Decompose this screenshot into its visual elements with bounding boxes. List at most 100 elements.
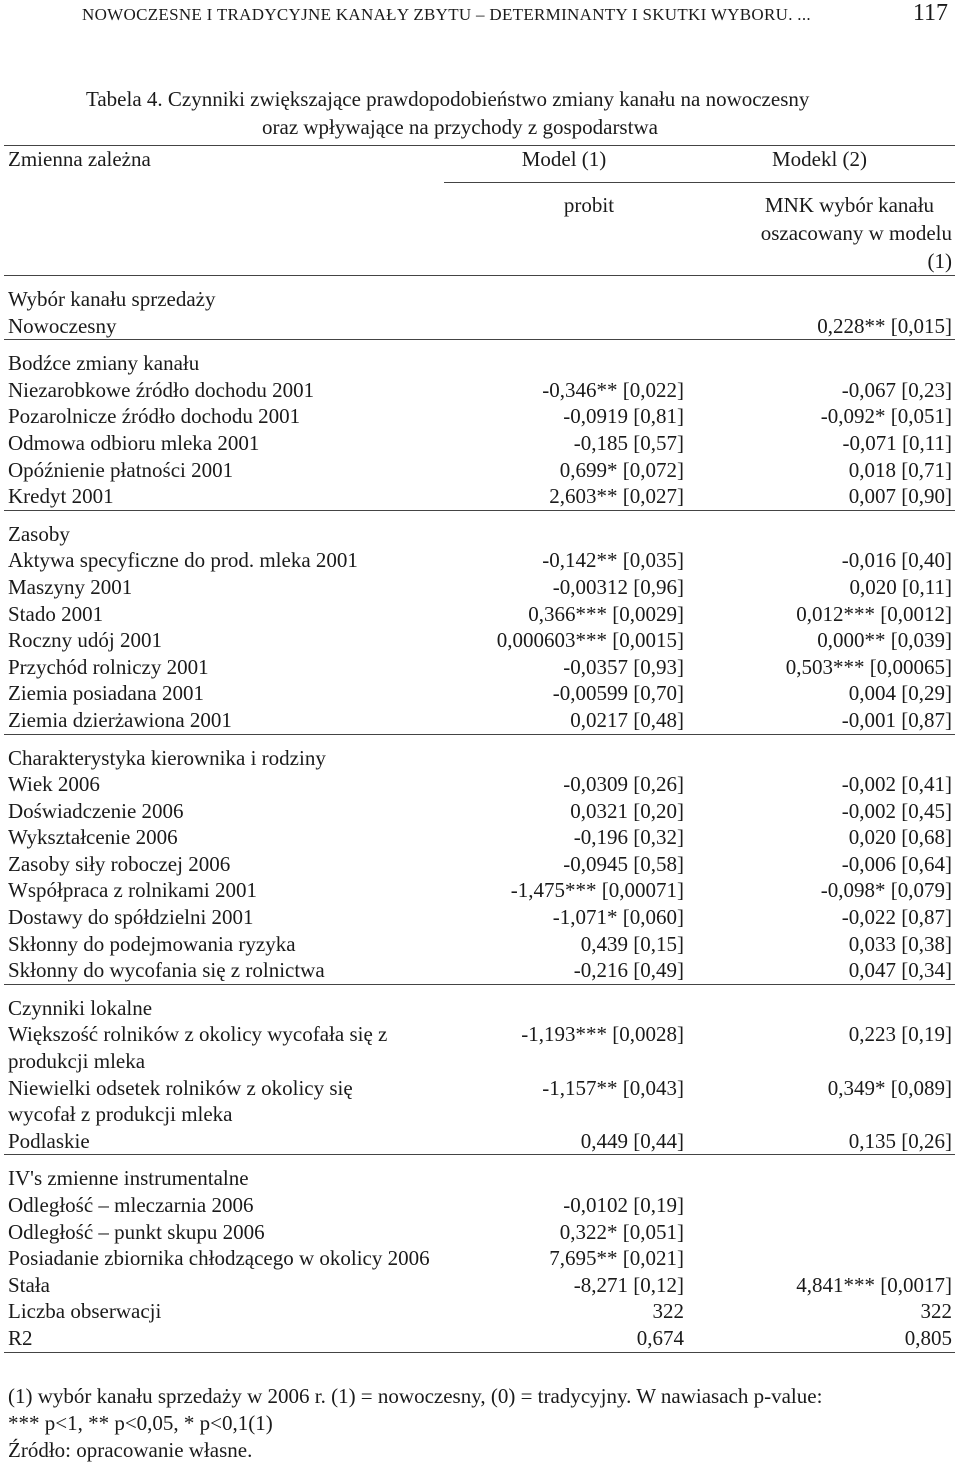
model-2-value: -0,006 [0,64] <box>841 851 952 876</box>
variable-label: Ziemia posiadana 2001 <box>8 681 204 706</box>
model-2-heading: Modekl (2) <box>684 145 955 183</box>
table-row: Przychód rolniczy 2001 -0,0357 [0,93] 0,50… <box>4 654 955 681</box>
model-1-value: 0,449 [0,44] <box>580 1128 684 1153</box>
footnotes: (1) wybór kanału sprzedaży w 2006 r. (1)… <box>8 1383 953 1464</box>
variable-label: Stała <box>8 1272 50 1297</box>
model-1-value: 0,439 [0,15] <box>580 931 684 956</box>
variable-label: Współpraca z rolnikami 2001 <box>8 878 258 903</box>
regression-table: Zmienna zależna Model (1) Modekl (2) pro… <box>4 145 955 1363</box>
table-row: R2 0,674 0,805 <box>4 1325 955 1352</box>
model-1-value: -0,0309 [0,26] <box>563 772 684 797</box>
model-1-value: -0,0357 [0,93] <box>563 654 684 679</box>
variable-label: Niezarobkowe źródło dochodu 2001 <box>8 377 315 402</box>
variable-label: Zasoby siły roboczej 2006 <box>8 851 231 876</box>
model-2-value: 0,033 [0,38] <box>848 931 952 956</box>
model-2-value: -0,067 [0,23] <box>841 377 952 402</box>
variable-label: Podlaskie <box>8 1128 90 1153</box>
dependent-variable-heading: Zmienna zależna <box>4 145 444 183</box>
variable-label: Dostawy do spółdzielni 2001 <box>8 905 254 930</box>
section-title: Czynniki lokalne <box>4 983 955 1022</box>
table-subheader-row: probit MNK wybór kanału oszacowany w mod… <box>4 183 955 276</box>
table-row: Stado 2001 0,366*** [0,0029] 0,012*** [0,0… <box>4 601 955 628</box>
model-2-value: 0,805 <box>904 1325 952 1350</box>
variable-label: Aktywa specyficzne do prod. mleka 2001 <box>8 548 358 573</box>
table-row: Maszyny 2001 -0,00312 [0,96] 0,020 [0,11] <box>4 574 955 601</box>
table-row: Dostawy do spółdzielni 2001 -1,071* [0,06… <box>4 904 955 931</box>
model-2-method-line-2: oszacowany w modelu (1) <box>760 221 952 273</box>
section-title-row: Charakterystyka kierownika i rodziny <box>4 733 955 772</box>
table-row: Nowoczesny 0,228** [0,015] <box>4 313 955 340</box>
table-row: Aktywa specyficzne do prod. mleka 2001 -0… <box>4 547 955 574</box>
model-1-value: -1,071* [0,060] <box>552 905 684 930</box>
table-row: Współpraca z rolnikami 2001 -1,475*** [0,… <box>4 877 955 904</box>
section-title-row: Bodźce zmiany kanału <box>4 339 955 377</box>
variable-label: Roczny udój 2001 <box>8 628 162 653</box>
model-1-heading: Model (1) <box>444 145 684 183</box>
table-row: Wykształcenie 2006 -0,196 [0,32] 0,020 [0,… <box>4 824 955 851</box>
model-1-value: -1,475*** [0,00071] <box>510 878 684 903</box>
section-title: Zasoby <box>4 509 955 548</box>
variable-label: Odległość – punkt skupu 2006 <box>8 1219 265 1244</box>
model-1-method: probit <box>563 193 615 217</box>
model-2-value: -0,016 [0,40] <box>841 548 952 573</box>
section-title-row: Czynniki lokalne <box>4 983 955 1022</box>
model-1-value: 0,000603*** [0,0015] <box>496 628 684 653</box>
section-title-row: Zasoby <box>4 509 955 548</box>
section-title-row: IV's zmienne instrumentalne <box>4 1154 955 1192</box>
model-1-value: -0,142** [0,035] <box>542 548 684 573</box>
model-1-value: -0,196 [0,32] <box>573 825 684 850</box>
model-1-value: 0,322* [0,051] <box>559 1219 684 1244</box>
model-2-value: 0,349* [0,089] <box>827 1075 952 1100</box>
model-2-value: 0,047 [0,34] <box>848 958 952 983</box>
model-1-value: -1,157** [0,043] <box>542 1075 684 1100</box>
table-row: Wiek 2006 -0,0309 [0,26] -0,002 [0,41] <box>4 771 955 798</box>
section-title: Charakterystyka kierownika i rodziny <box>4 733 955 772</box>
variable-label: Wiek 2006 <box>8 772 100 797</box>
table-row: Liczba obserwacji 322 322 <box>4 1298 955 1325</box>
model-2-value: -0,001 [0,87] <box>841 707 952 732</box>
table-row: Doświadczenie 2006 0,0321 [0,20] -0,002 [0… <box>4 798 955 825</box>
model-1-value: -0,346** [0,022] <box>542 377 684 402</box>
variable-label: Skłonny do wycofania się z rolnictwa <box>8 958 325 983</box>
table-row: Opóźnienie płatności 2001 0,699* [0,072] 0… <box>4 457 955 484</box>
model-2-value: -0,092* [0,051] <box>820 404 952 429</box>
table-header-row: Zmienna zależna Model (1) Modekl (2) <box>4 145 955 183</box>
model-2-value: -0,022 [0,87] <box>841 905 952 930</box>
source-note: Źródło: opracowanie własne. <box>8 1438 253 1462</box>
model-2-value: 0,020 [0,11] <box>849 574 952 599</box>
variable-label: Doświadczenie 2006 <box>8 798 184 823</box>
table-row: Odległość – mleczarnia 2006 -0,0102 [0,19… <box>4 1192 955 1219</box>
model-1-value: -8,271 [0,12] <box>573 1272 684 1297</box>
model-1-value: -0,00312 [0,96] <box>552 574 684 599</box>
table-row: Niezarobkowe źródło dochodu 2001 -0,346**… <box>4 377 955 404</box>
table-row: Pozarolnicze źródło dochodu 2001 -0,0919 … <box>4 403 955 430</box>
section-title: IV's zmienne instrumentalne <box>4 1154 955 1192</box>
model-1-value: -1,193*** [0,0028] <box>521 1022 684 1047</box>
table-row: Kredyt 2001 2,603** [0,027] 0,007 [0,90] <box>4 483 955 510</box>
page-header: NOWOCZESNE I TRADYCYJNE KANAŁY ZBYTU – D… <box>0 0 960 40</box>
table-row: Ziemia dzierżawiona 2001 0,0217 [0,48] -0,… <box>4 707 955 734</box>
variable-label: Liczba obserwacji <box>8 1299 162 1324</box>
model-1-value: 0,0217 [0,48] <box>570 707 684 732</box>
table-row: Zasoby siły roboczej 2006 -0,0945 [0,58] -… <box>4 851 955 878</box>
caption-line-1: Tabela 4. Czynniki zwiększające prawdopo… <box>86 87 810 111</box>
model-1-value: -0,0102 [0,19] <box>563 1193 684 1217</box>
model-2-value: -0,002 [0,45] <box>841 798 952 823</box>
model-1-value: -0,216 [0,49] <box>573 958 684 983</box>
model-2-value: 322 <box>920 1299 953 1324</box>
table-row: Posiadanie zbiornika chłodzącego w okoli… <box>4 1245 955 1272</box>
model-1-value: -0,0919 [0,81] <box>563 404 684 429</box>
model-1-value: 0,699* [0,072] <box>559 457 684 482</box>
table-row: Skłonny do podejmowania ryzyka 0,439 [0,1… <box>4 931 955 958</box>
table-row: Niewielki odsetek rolników z okolicy się… <box>4 1075 955 1128</box>
variable-label: Wykształcenie 2006 <box>8 825 178 850</box>
table-row: Skłonny do wycofania się z rolnictwa -0,2… <box>4 957 955 984</box>
model-2-value: -0,098* [0,079] <box>820 878 952 903</box>
model-2-method-line-1: MNK wybór kanału <box>764 193 935 217</box>
footnote-line-1: (1) wybór kanału sprzedaży w 2006 r. (1)… <box>8 1384 823 1408</box>
variable-label: Nowoczesny <box>8 313 117 338</box>
model-1-value: 0,674 <box>636 1325 684 1350</box>
table-row: Podlaskie 0,449 [0,44] 0,135 [0,26] <box>4 1128 955 1155</box>
table-row: Stała -8,271 [0,12] 4,841*** [0,0017] <box>4 1272 955 1299</box>
model-2-value <box>684 1192 955 1219</box>
